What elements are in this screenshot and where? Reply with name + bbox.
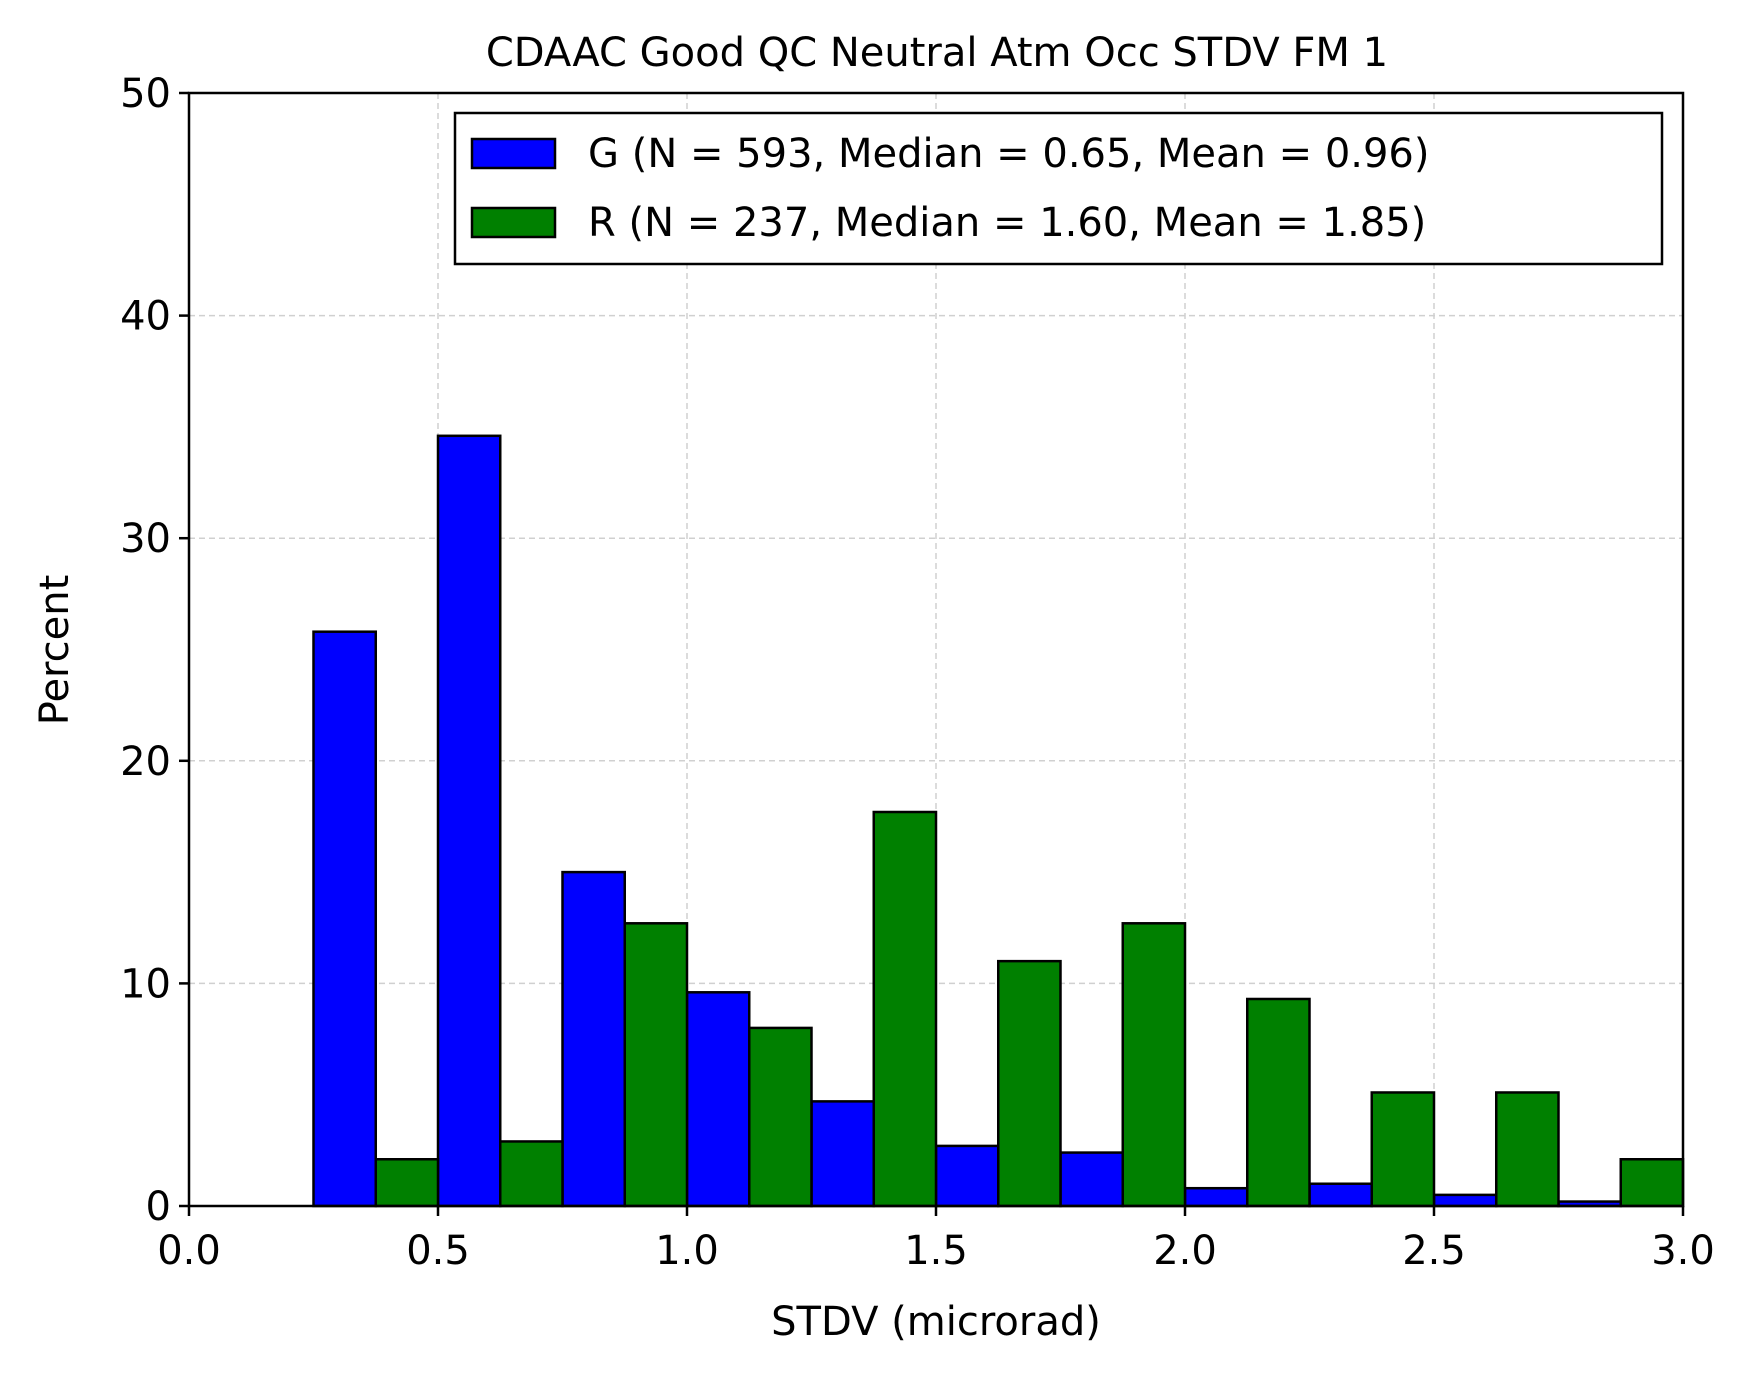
x-tick-label: 0.5 — [406, 1228, 470, 1274]
y-tick-label: 0 — [146, 1184, 171, 1230]
y-tick-label: 40 — [120, 294, 171, 340]
legend-label-g: G (N = 593, Median = 0.65, Mean = 0.96) — [588, 131, 1429, 177]
bar-g — [561, 870, 626, 1208]
bar-r — [374, 1158, 440, 1208]
y-axis-title: Percent — [32, 575, 78, 726]
legend-box — [453, 111, 1664, 266]
x-tick-label: 2.0 — [1153, 1228, 1217, 1274]
x-axis-title: STDV (microrad) — [771, 1299, 1101, 1345]
legend-label-r: R (N = 237, Median = 1.60, Mean = 1.85) — [588, 200, 1426, 246]
bar-g — [1183, 1186, 1249, 1208]
bar-g — [1308, 1182, 1373, 1208]
bar-g — [1059, 1151, 1124, 1208]
x-tick-label: 1.0 — [655, 1228, 719, 1274]
bar-r — [872, 810, 938, 1208]
bar-r — [997, 959, 1062, 1208]
y-tick-label: 30 — [120, 516, 171, 562]
y-tick-label: 10 — [120, 961, 171, 1007]
x-tick-label: 2.5 — [1402, 1228, 1466, 1274]
bar-g — [312, 630, 377, 1208]
bar-g — [810, 1100, 875, 1208]
grid — [189, 93, 1683, 1206]
bar-r — [1495, 1091, 1560, 1208]
y-tick-label: 50 — [120, 71, 171, 117]
ticks: 0.0 0.5 1.0 1.5 2.0 2.5 3.0 0 10 20 30 40 50 — [120, 71, 1715, 1274]
bar-r — [499, 1140, 564, 1208]
bar-r — [1619, 1158, 1685, 1208]
x-tick-label: 0.0 — [157, 1228, 221, 1274]
x-tick-label: 3.0 — [1651, 1228, 1715, 1274]
bar-r — [623, 922, 689, 1208]
x-tick-label: 1.5 — [904, 1228, 968, 1274]
bar-r — [1246, 997, 1311, 1208]
bar-g — [1432, 1193, 1498, 1208]
bar-r — [1370, 1091, 1436, 1208]
legend-swatch-r — [470, 206, 557, 239]
bar-g — [685, 991, 751, 1208]
legend-swatch-g — [470, 137, 557, 170]
y-tick-label: 20 — [120, 739, 171, 785]
chart-title: CDAAC Good QC Neutral Atm Occ STDV FM 1 — [486, 30, 1388, 76]
bar-r — [748, 1026, 813, 1208]
legend: G (N = 593, Median = 0.65, Mean = 0.96) … — [453, 111, 1664, 266]
bar-g — [934, 1144, 1000, 1208]
bar-g — [436, 434, 502, 1208]
bars — [312, 434, 1685, 1208]
bar-r — [1121, 922, 1187, 1208]
